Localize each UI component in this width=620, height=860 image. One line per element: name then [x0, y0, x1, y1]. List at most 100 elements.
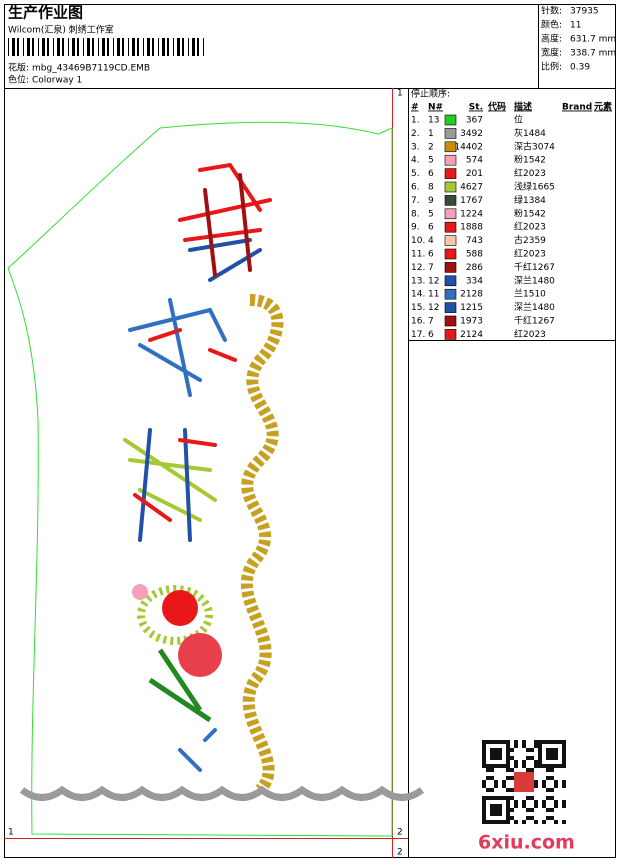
color-swatch [444, 221, 457, 233]
stat-value: 338.7 mm [570, 49, 616, 59]
column-header: Brand [562, 103, 592, 113]
outer-border [4, 4, 616, 858]
qr-cell [482, 764, 486, 768]
qr-cell [482, 752, 486, 756]
bar [102, 38, 105, 56]
bar [107, 38, 109, 56]
qr-cell [514, 804, 518, 808]
row-index: 15. [411, 303, 425, 313]
needle: 7 [428, 317, 434, 327]
needle: 6 [428, 169, 434, 179]
description: 红2023 [514, 221, 546, 233]
qr-cell [554, 748, 558, 752]
qr-cell [506, 776, 510, 780]
bar [122, 38, 124, 56]
bar [23, 38, 24, 56]
needle: 4 [428, 236, 434, 246]
qr-cell [562, 804, 566, 808]
qr-cell [494, 796, 498, 800]
qr-cell [554, 756, 558, 760]
qr-cell [490, 812, 494, 816]
qr-cell [494, 748, 498, 752]
qr-cell [526, 808, 530, 812]
needle: 12 [428, 276, 439, 286]
stat-value: 11 [570, 21, 581, 31]
qr-cell [506, 760, 510, 764]
stitches: 2124 [460, 330, 483, 340]
description: 古2359 [514, 234, 546, 246]
bar [68, 38, 69, 56]
color-swatch [444, 154, 457, 166]
row-index: 16. [411, 317, 425, 327]
bar [192, 38, 195, 56]
motif [188, 238, 262, 282]
needle: 6 [428, 250, 434, 260]
qr-cell [506, 768, 510, 772]
qr-cell [534, 744, 538, 748]
row-index: 12. [411, 263, 425, 273]
qr-cell [490, 776, 494, 780]
qr-cell [482, 804, 486, 808]
color-swatch [444, 248, 457, 260]
title: 生产作业图 [8, 4, 83, 22]
qr-cell [546, 816, 550, 820]
bar [87, 38, 90, 56]
qr-cell [498, 804, 502, 808]
qr-cell [482, 796, 486, 800]
qr-cell [498, 756, 502, 760]
stitches: 4627 [460, 183, 483, 193]
qr-cell [514, 744, 518, 748]
qr-cell [506, 764, 510, 768]
bar [47, 38, 49, 56]
bar [167, 38, 169, 56]
stitches: 201 [466, 169, 483, 179]
description: 位 [514, 114, 523, 126]
leaves [148, 648, 212, 723]
qr-cell [538, 760, 542, 764]
row-index: 6. [411, 183, 420, 193]
column-header: 描述 [514, 101, 532, 113]
qr-cell [530, 796, 534, 800]
qr-cell [562, 760, 566, 764]
qr-cell [510, 748, 514, 752]
description: 粉1542 [514, 154, 546, 166]
qr-cell [482, 808, 486, 812]
color-swatch [444, 288, 457, 300]
qr-cell [510, 796, 514, 800]
needle: 12 [428, 303, 439, 313]
qr-cell [498, 812, 502, 816]
description: 粉1542 [514, 207, 546, 219]
color-swatch [444, 141, 457, 153]
row-index: 5. [411, 169, 420, 179]
qr-cell [494, 820, 498, 824]
qr-cell [490, 820, 494, 824]
stat-value: 631.7 mm [570, 35, 616, 45]
qr-cell [562, 780, 566, 784]
qr-cell [558, 740, 562, 744]
qr-cell [550, 768, 554, 772]
qr-cell [486, 820, 490, 824]
qr-cell [522, 740, 526, 744]
bar [188, 38, 189, 56]
qr-cell [526, 768, 530, 772]
stat-label: 比例: [541, 61, 562, 73]
stitches: 1224 [460, 209, 483, 219]
row-index: 10. [411, 236, 425, 246]
qr-cell [550, 748, 554, 752]
stitches: 574 [466, 156, 483, 166]
qr-cell [506, 820, 510, 824]
qr-cell [538, 748, 542, 752]
bar [72, 38, 75, 56]
qr-cell [510, 808, 514, 812]
color-swatch [444, 262, 457, 273]
design-file: mbg_43469B7119CD.EMB [32, 64, 150, 74]
qr-cell [554, 800, 558, 804]
qr-cell [526, 756, 530, 760]
qr-cell [502, 780, 506, 784]
qr-cell [502, 764, 506, 768]
stat-label: 针数: [541, 5, 562, 17]
qr-cell [538, 752, 542, 756]
qr-cell [490, 752, 494, 756]
qr-cell [490, 764, 494, 768]
